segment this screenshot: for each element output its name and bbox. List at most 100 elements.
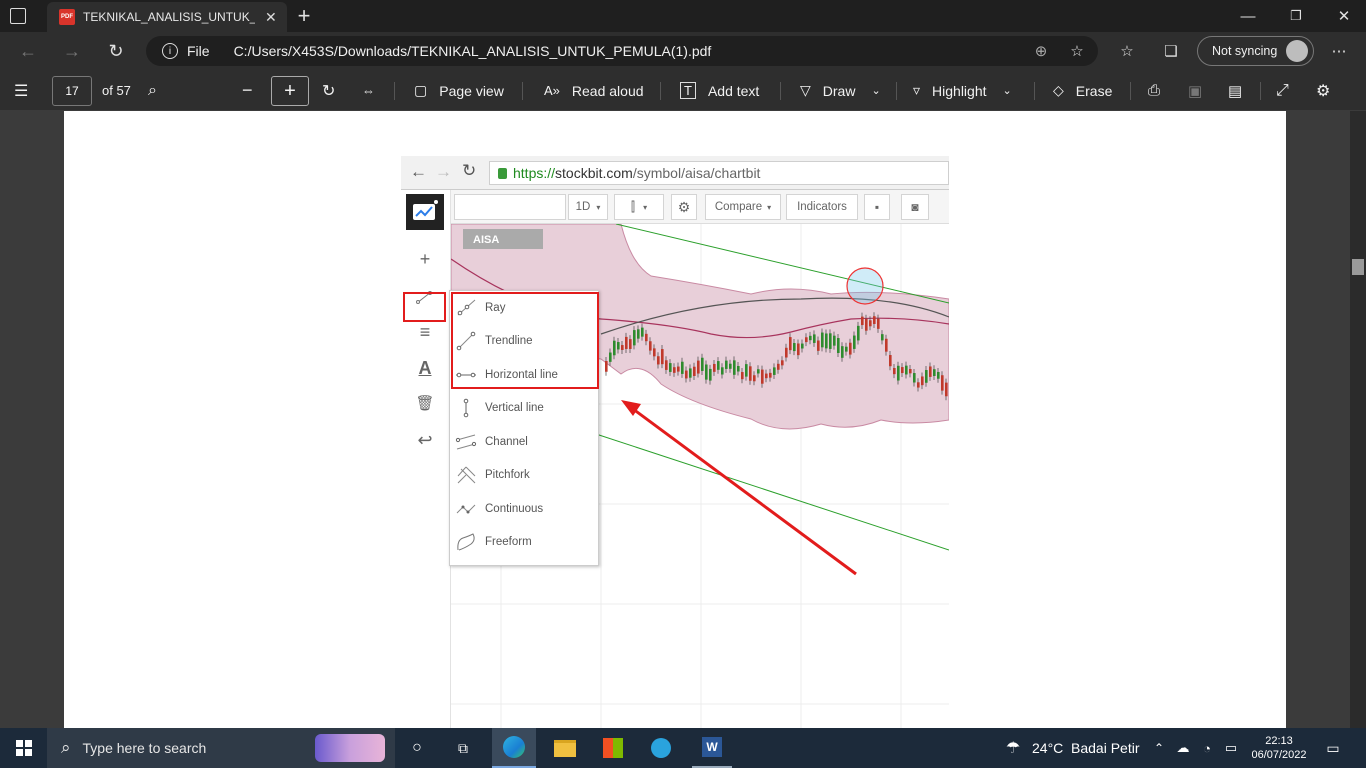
close-window-icon[interactable]: ✕ bbox=[1337, 8, 1351, 25]
menu-item-label: Ray bbox=[485, 301, 506, 314]
candle-body bbox=[685, 370, 688, 379]
chevron-up-icon[interactable]: ⌃ bbox=[1153, 741, 1165, 755]
candle-body bbox=[845, 346, 848, 352]
favorites-icon[interactable]: ☆ bbox=[1120, 43, 1134, 60]
symbol-search-field bbox=[454, 194, 566, 220]
continuous-icon bbox=[456, 504, 476, 513]
add-favorite-icon[interactable]: ☆ bbox=[1070, 43, 1084, 60]
candle-body bbox=[733, 360, 736, 375]
candle-body bbox=[761, 369, 764, 384]
text-tool-icon: A bbox=[418, 357, 432, 378]
refresh-icon[interactable]: ↻ bbox=[108, 40, 124, 61]
menu-item-trendline: Trendline bbox=[450, 324, 600, 357]
embedded-screenshot: ← → ↻ https://stockbit.com/symbol/aisa/c… bbox=[401, 156, 949, 728]
menu-item-label: Continuous bbox=[485, 502, 544, 515]
find-icon[interactable]: ⌕ bbox=[148, 81, 157, 99]
divider bbox=[394, 82, 395, 100]
zoom-in-button[interactable]: + bbox=[271, 76, 309, 106]
eraser-icon: ◇ bbox=[1053, 82, 1064, 98]
info-icon[interactable]: i bbox=[162, 43, 178, 59]
highlight-tool-box bbox=[403, 292, 446, 322]
candle-body bbox=[885, 338, 888, 352]
save-icon[interactable]: ▣ bbox=[1188, 82, 1203, 100]
store-icon[interactable] bbox=[596, 728, 630, 768]
browser-tab[interactable]: PDF TEKNIKAL_ANALISIS_UNTUK_PEMULA(1).pd… bbox=[47, 2, 287, 32]
candle-body bbox=[713, 363, 716, 372]
windows-start-icon[interactable] bbox=[10, 728, 38, 768]
scrollbar-thumb[interactable] bbox=[1352, 259, 1364, 275]
page-number-input[interactable]: 17 bbox=[52, 76, 92, 106]
forward-icon[interactable]: → bbox=[63, 40, 81, 61]
restore-icon[interactable]: ❐ bbox=[1290, 8, 1302, 23]
weather-temp[interactable]: 24°C bbox=[1032, 740, 1064, 756]
read-aloud-button[interactable]: A» Read aloud bbox=[544, 70, 644, 111]
new-tab-button[interactable]: + bbox=[297, 3, 311, 28]
onedrive-cloud-icon[interactable]: ☁ bbox=[1176, 740, 1190, 755]
save-as-icon[interactable]: ▤ bbox=[1228, 82, 1243, 100]
candle-body bbox=[689, 368, 692, 378]
pitchfork-icon bbox=[457, 466, 476, 483]
candle-body bbox=[621, 345, 624, 350]
channel-icon bbox=[455, 434, 477, 449]
vertical-scrollbar[interactable] bbox=[1350, 111, 1366, 728]
cortana-icon[interactable]: ○ bbox=[412, 739, 422, 756]
candle-body bbox=[701, 357, 704, 371]
add-text-button[interactable]: T Add text bbox=[680, 70, 759, 111]
word-icon[interactable]: W bbox=[692, 728, 732, 768]
interval-select: 1D ▾ bbox=[568, 194, 608, 220]
task-view-icon[interactable]: ⧉ bbox=[458, 739, 468, 756]
settings-gear-icon[interactable]: ⚙ bbox=[1316, 82, 1331, 100]
draw-button[interactable]: ▽ Draw ⌄ bbox=[800, 70, 881, 111]
candle-body bbox=[637, 329, 640, 339]
collections-icon[interactable]: ❏ bbox=[1164, 43, 1178, 60]
candle-body bbox=[945, 382, 948, 397]
print-icon[interactable]: ⎙ bbox=[1148, 82, 1161, 99]
tab-actions-icon[interactable] bbox=[10, 8, 26, 24]
erase-button[interactable]: ◇ Erase bbox=[1053, 70, 1112, 111]
candle-body bbox=[645, 333, 648, 342]
candle-body bbox=[657, 356, 660, 365]
close-tab-icon[interactable]: ✕ bbox=[265, 8, 277, 25]
edge-taskbar-icon[interactable] bbox=[492, 728, 536, 768]
candle-body bbox=[905, 365, 908, 375]
candle-body bbox=[777, 363, 780, 370]
divider bbox=[1260, 82, 1261, 100]
weather-desc[interactable]: Badai Petir bbox=[1071, 740, 1140, 756]
chevron-down-icon[interactable]: ⌄ bbox=[871, 85, 881, 97]
chevron-down-icon: ▾ bbox=[643, 202, 648, 212]
fullscreen-icon[interactable]: ⤢ bbox=[1276, 81, 1289, 99]
chevron-down-icon[interactable]: ⌄ bbox=[1002, 85, 1012, 97]
fit-width-icon[interactable]: ⇔ bbox=[362, 83, 375, 98]
candle-body bbox=[925, 370, 928, 383]
zoom-icon[interactable]: ⊕ bbox=[1034, 43, 1048, 60]
file-explorer-icon[interactable] bbox=[548, 728, 582, 768]
battery-icon[interactable]: ▭ bbox=[1224, 740, 1238, 755]
address-bar[interactable]: i File C:/Users/X453S/Downloads/TEKNIKAL… bbox=[146, 36, 1098, 66]
page-view-button[interactable]: ▢ Page view bbox=[414, 70, 504, 111]
candle-body bbox=[781, 360, 784, 366]
url-host: stockbit.com bbox=[555, 165, 633, 181]
zoom-out-icon[interactable]: − bbox=[242, 80, 253, 100]
contents-icon[interactable]: ☰ bbox=[14, 82, 29, 100]
divider bbox=[1034, 82, 1035, 100]
windows-taskbar: ⌕ Type here to search ○ ⧉ W ☂ 24°C Badai… bbox=[0, 728, 1366, 768]
minimize-icon[interactable]: — bbox=[1240, 7, 1256, 25]
back-icon[interactable]: ← bbox=[19, 40, 37, 61]
trendline-icon bbox=[456, 331, 476, 350]
notifications-icon[interactable]: ▭ bbox=[1326, 739, 1340, 756]
search-highlight-image bbox=[315, 734, 385, 762]
telegram-icon[interactable] bbox=[644, 728, 678, 768]
wifi-icon[interactable]: ◔ bbox=[1203, 740, 1211, 756]
compare-label: Compare bbox=[714, 201, 763, 213]
profile-sync-button[interactable]: Not syncing bbox=[1197, 36, 1314, 66]
rotate-icon[interactable]: ↻ bbox=[322, 82, 336, 100]
candle-body bbox=[769, 372, 772, 378]
candle-body bbox=[629, 339, 632, 349]
highlight-button[interactable]: ▿ Highlight ⌄ bbox=[913, 70, 1012, 111]
weather-storm-icon[interactable]: ☂ bbox=[1005, 740, 1021, 757]
taskbar-search[interactable]: ⌕ Type here to search bbox=[47, 728, 395, 768]
sync-label: Not syncing bbox=[1212, 44, 1278, 58]
url-text[interactable]: C:/Users/X453S/Downloads/TEKNIKAL_ANALIS… bbox=[233, 43, 712, 59]
clock[interactable]: 22:13 06/07/2022 bbox=[1250, 728, 1308, 768]
more-menu-icon[interactable]: ⋯ bbox=[1331, 43, 1347, 60]
